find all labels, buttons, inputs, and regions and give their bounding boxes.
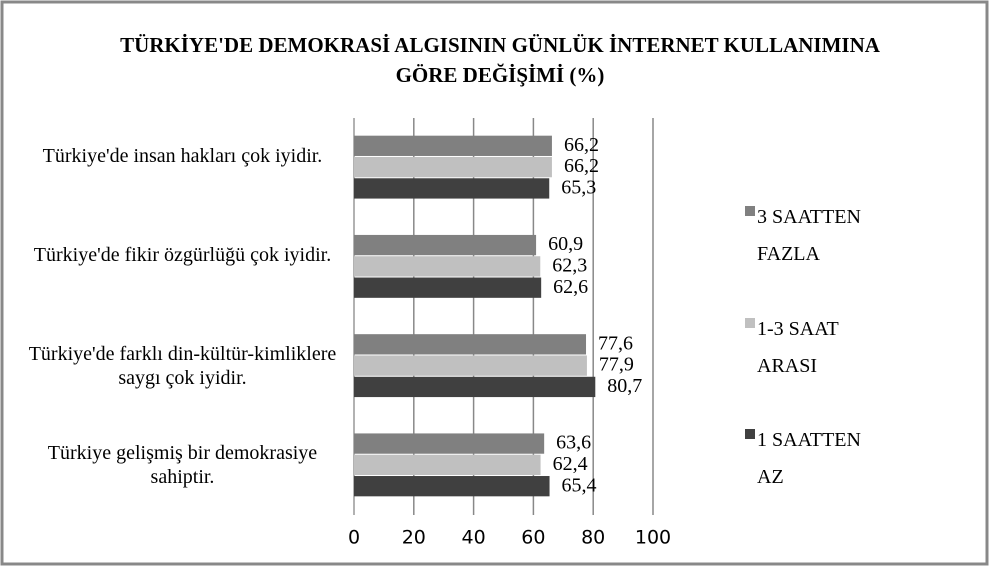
x-tick-label: 40 (462, 527, 486, 549)
bar (354, 156, 552, 178)
bar (354, 433, 545, 454)
value-label: 63,6 (556, 432, 591, 454)
value-label: 62,4 (553, 453, 588, 475)
bar (354, 454, 541, 476)
category-label: Türkiye'de farklı din-kültür-kimliklere … (28, 343, 337, 390)
bar (354, 277, 542, 298)
legend-swatch (745, 429, 755, 439)
legend-label: 1-3 SAAT ARASI (757, 318, 839, 377)
bar (354, 476, 550, 497)
chart-title: TÜRKİYE'DE DEMOKRASİ ALGISININ GÜNLÜK İN… (120, 33, 880, 87)
bar (354, 256, 541, 277)
value-label: 66,2 (564, 155, 599, 177)
legend-swatch (745, 318, 755, 328)
x-tick-label: 0 (348, 527, 360, 549)
value-label: 77,6 (598, 332, 633, 354)
category-label: Türkiye'de insan hakları çok iyidir. (42, 144, 323, 167)
legend-label: 1 SAATTEN AZ (757, 429, 861, 488)
bar (354, 234, 537, 256)
value-label: 62,3 (552, 254, 587, 276)
bar (354, 376, 596, 398)
value-label: 77,9 (599, 354, 634, 376)
value-label: 66,2 (564, 134, 599, 156)
bar (354, 355, 587, 376)
category-label: Türkiye gelişmiş bir demokrasiye sahipti… (47, 442, 318, 489)
value-label: 65,4 (562, 474, 597, 496)
value-label: 65,3 (561, 177, 596, 199)
bar (354, 178, 550, 199)
category-label: Türkiye'de fikir özgürlüğü çok iyidir. (33, 243, 332, 266)
x-tick-label: 60 (521, 527, 545, 549)
bar (354, 135, 552, 156)
x-tick-label: 80 (581, 527, 605, 549)
value-label: 80,7 (607, 375, 642, 397)
legend-label: 3 SAATTEN FAZLA (757, 206, 861, 265)
bar (354, 334, 587, 355)
legend-swatch (745, 206, 755, 216)
value-label: 62,6 (553, 276, 588, 298)
value-label: 60,9 (548, 233, 583, 255)
x-tick-label: 100 (635, 527, 671, 549)
x-tick-label: 20 (402, 527, 426, 549)
